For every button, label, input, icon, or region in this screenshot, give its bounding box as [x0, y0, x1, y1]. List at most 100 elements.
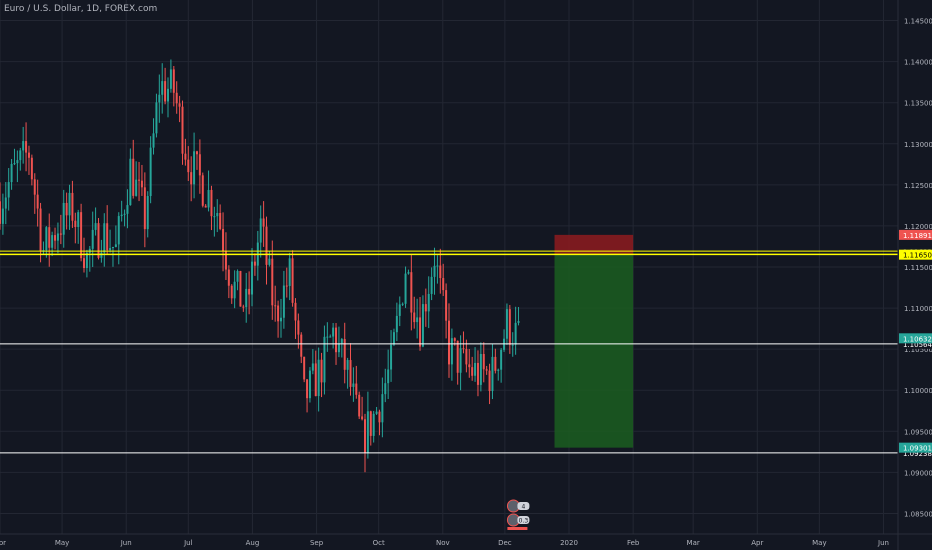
candle-body	[314, 363, 317, 397]
candle-body	[320, 359, 323, 383]
candle-body	[7, 182, 10, 198]
candle-body	[268, 258, 271, 265]
candle-body	[169, 69, 172, 89]
candle-body	[19, 150, 22, 161]
price-axis-bg	[898, 0, 932, 550]
candle-body	[479, 353, 482, 385]
candle-body	[337, 343, 340, 353]
position-zones[interactable]	[554, 234, 634, 448]
candle-body	[210, 189, 213, 217]
time-tick-label: May	[812, 539, 826, 547]
price-tick-label: 1.13500	[904, 100, 932, 108]
candle-body	[248, 288, 251, 295]
candle-body	[369, 411, 372, 436]
candle-body	[285, 285, 288, 287]
candle-body	[410, 272, 413, 313]
candle-body	[25, 141, 28, 153]
candle-body	[36, 194, 39, 209]
candle-body	[13, 163, 16, 165]
time-tick-label: Jun	[877, 539, 889, 547]
candle-body	[4, 197, 7, 209]
stop-loss-zone[interactable]	[554, 234, 634, 255]
price-tick-label: 1.13000	[904, 141, 932, 149]
event-markers[interactable]: 40.3	[506, 499, 530, 530]
candle-body	[155, 102, 158, 134]
candle-body	[317, 359, 320, 397]
candle-body	[416, 317, 419, 323]
candle-body	[306, 379, 309, 399]
candle-body	[111, 246, 114, 249]
candle-body	[236, 270, 239, 282]
candle-body	[100, 252, 103, 258]
candle-body	[375, 411, 378, 414]
time-tick-label: Sep	[310, 539, 324, 547]
candle-body	[143, 187, 146, 230]
candle-body	[62, 202, 65, 235]
candle-body	[474, 362, 477, 376]
price-label: 1.10632	[903, 335, 932, 343]
candle-body	[343, 339, 346, 370]
candle-body	[103, 223, 106, 253]
candle-body	[448, 320, 450, 365]
candle-body	[175, 92, 178, 104]
price-tick-label: 1.14500	[904, 18, 932, 26]
candle-body	[439, 265, 442, 279]
candle-body	[1, 208, 4, 224]
time-axis[interactable]: Apr May Jun Jul Aug Sep Oct Nov Dec 2020 Feb Mar Apr…	[0, 533, 932, 547]
time-tick-label: 2020	[560, 539, 578, 547]
candle-body	[120, 214, 123, 217]
price-label-bg	[899, 333, 932, 344]
candle-body	[424, 304, 427, 312]
candle-body	[346, 360, 349, 370]
price-tick-label: 1.12500	[904, 182, 932, 190]
candle-body	[392, 332, 395, 345]
candle-body	[85, 252, 88, 268]
candle-body	[361, 416, 364, 420]
price-line-label: 1.10564	[903, 341, 932, 349]
candle-body	[54, 235, 57, 241]
candle-body	[323, 336, 326, 383]
candle-body	[97, 223, 100, 258]
candle-body	[245, 288, 248, 308]
time-tick-label: Apr	[0, 539, 6, 547]
price-axis[interactable]: 1.14500 1.14000 1.13500 1.13000 1.12500 1.120…	[897, 0, 932, 550]
candle-body	[65, 202, 68, 216]
time-tick-label: May	[55, 539, 69, 547]
candle-body	[340, 339, 343, 344]
candle-body	[117, 216, 120, 245]
candle-body	[190, 172, 193, 185]
candle-body	[184, 153, 187, 160]
candle-body	[433, 265, 436, 277]
candle-body	[297, 320, 300, 335]
candle-body	[471, 367, 474, 376]
candle-body	[277, 305, 280, 322]
price-lines[interactable]	[0, 250, 898, 454]
price-tick-label: 1.08500	[904, 510, 932, 518]
candle-body	[387, 369, 390, 384]
candle-body	[294, 302, 297, 321]
candle-body	[230, 285, 233, 299]
candle-body	[450, 338, 453, 365]
candle-body	[352, 383, 355, 387]
candle-body	[80, 212, 83, 259]
candle-body	[135, 179, 138, 196]
time-tick-label: Jul	[183, 539, 193, 547]
candle-body	[349, 360, 352, 387]
candle-body	[288, 258, 291, 287]
candle-body	[279, 317, 282, 322]
candle-body	[204, 205, 207, 208]
take-profit-zone[interactable]	[554, 254, 634, 448]
candle-body	[253, 261, 256, 266]
candle-body	[201, 175, 204, 206]
candle-body	[71, 192, 74, 221]
price-line-label-bg	[899, 338, 932, 349]
price-label-bg	[899, 229, 932, 240]
time-tick-label: Nov	[436, 539, 450, 547]
time-tick-label: Apr	[751, 539, 763, 547]
candle-body	[213, 216, 216, 218]
candle-body	[239, 270, 242, 307]
candle-body	[172, 69, 175, 93]
price-tick-label: 1.11500	[904, 264, 932, 272]
